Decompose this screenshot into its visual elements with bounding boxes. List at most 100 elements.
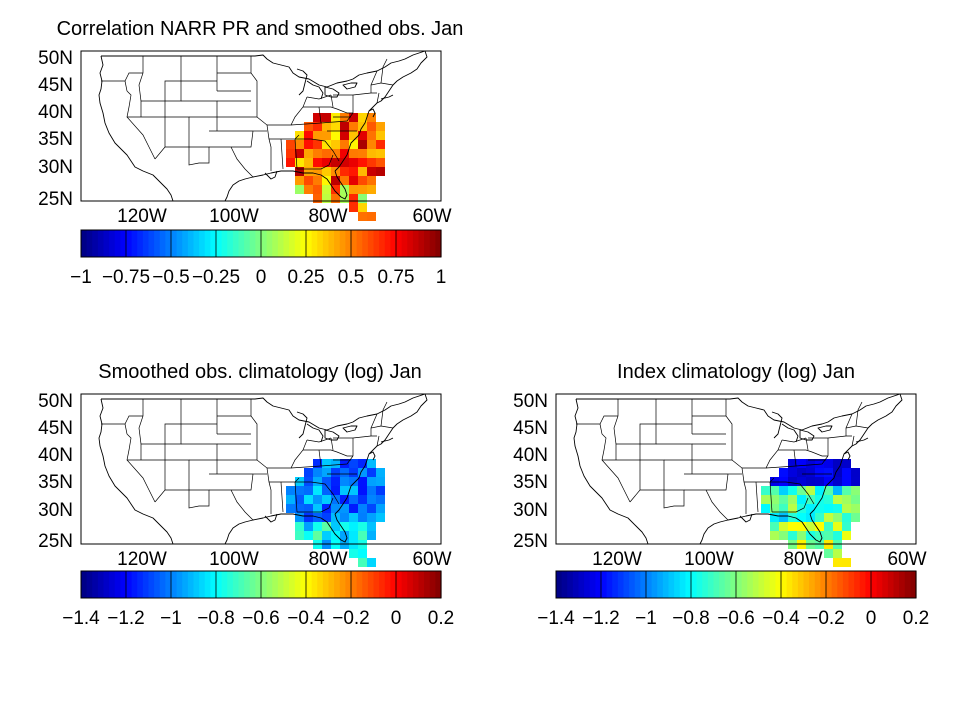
field-cell — [331, 459, 340, 468]
lon-label: 100W — [209, 206, 259, 227]
colorbar-segment — [899, 571, 906, 598]
map-plot-area — [80, 50, 442, 221]
field-cell — [331, 194, 340, 203]
colorbar-segment — [97, 571, 105, 598]
field-cell — [340, 459, 349, 468]
lon-label: 120W — [592, 549, 642, 570]
field-cell — [797, 504, 806, 513]
colorbar-segment — [412, 230, 420, 257]
colorbar-segment — [345, 230, 352, 257]
colorbar-segment — [384, 571, 391, 598]
lat-label: 30N — [513, 500, 548, 521]
field-cell — [313, 194, 322, 203]
colorbar-segment — [572, 571, 580, 598]
colorbar-segment — [283, 230, 290, 257]
field-cell — [358, 522, 367, 531]
colorbar-segment — [120, 230, 127, 257]
field-cell — [295, 486, 304, 495]
colorbar-segment — [719, 571, 726, 598]
colorbar-segment — [893, 571, 900, 598]
colorbar-segment — [255, 571, 262, 598]
field-cell — [815, 477, 824, 486]
colorbar-tick-label: 1 — [436, 267, 447, 288]
colorbar-tick-label: 0.5 — [338, 267, 364, 288]
colorbar-tick-label: −0.6 — [242, 608, 280, 629]
field-cell — [313, 486, 322, 495]
field-cell — [824, 513, 833, 522]
field-cell — [851, 513, 860, 522]
field-cell — [322, 158, 331, 167]
colorbar-segment — [561, 571, 568, 598]
colorbar-segment — [311, 230, 318, 257]
map-frame — [80, 50, 442, 202]
colorbar-segment — [109, 571, 116, 598]
field-cell — [761, 504, 770, 513]
colorbar-segment — [764, 571, 771, 598]
field-cell — [349, 113, 358, 122]
field-cell — [842, 558, 851, 567]
field-cell — [286, 149, 295, 158]
colorbar-segment — [238, 230, 245, 257]
field-cell — [304, 495, 313, 504]
field-cell — [833, 486, 842, 495]
colorbar-segment — [289, 571, 296, 598]
colorbar-segment — [842, 571, 850, 598]
field-cell — [842, 486, 851, 495]
field-cell — [349, 477, 358, 486]
field-cell — [313, 140, 322, 149]
field-cell — [367, 477, 376, 486]
field-cell — [331, 531, 340, 540]
field-cell — [331, 149, 340, 158]
map-frame — [80, 393, 442, 545]
colorbar-segment — [249, 571, 256, 598]
colorbar-segment — [696, 571, 703, 598]
field-cell — [806, 522, 815, 531]
field-cell — [842, 531, 851, 540]
field-cell — [788, 495, 797, 504]
field-cell — [376, 513, 385, 522]
field-cell — [806, 531, 815, 540]
field-cell — [295, 531, 304, 540]
colorbar-segment — [193, 230, 200, 257]
field-cell — [367, 140, 376, 149]
field-cell — [358, 203, 367, 212]
field-cell — [313, 149, 322, 158]
lon-label: 80W — [308, 206, 347, 227]
field-cell — [358, 549, 367, 558]
colorbar-segment — [204, 571, 211, 598]
field-cell — [367, 513, 376, 522]
colorbar-segment — [401, 230, 408, 257]
field-cell — [358, 495, 367, 504]
colorbar-segment — [390, 230, 397, 257]
colorbar — [80, 570, 442, 599]
colorbar-segment — [634, 571, 641, 598]
colorbar-segment — [848, 571, 855, 598]
colorbar-segment — [322, 230, 330, 257]
field-cell — [806, 486, 815, 495]
field-cell — [358, 140, 367, 149]
colorbar-segment — [367, 230, 375, 257]
field-cell — [367, 504, 376, 513]
lat-label: 45N — [38, 75, 73, 96]
colorbar-segment — [617, 571, 625, 598]
field-cell — [340, 522, 349, 531]
field-cell — [349, 140, 358, 149]
field-cell — [322, 131, 331, 140]
colorbar-segment — [362, 230, 369, 257]
latitude-labels: 50N 45N 40N 35N 30N 25N — [38, 48, 73, 210]
field-cell — [286, 140, 295, 149]
panel-index-climatology: Index climatology (log) Jan 50N 45N 40N … — [513, 361, 929, 629]
colorbar — [555, 570, 917, 599]
colorbar-segment — [103, 571, 110, 598]
field-cell — [358, 176, 367, 185]
lon-label: 80W — [783, 549, 822, 570]
lat-label: 35N — [38, 472, 73, 493]
colorbar-segment — [429, 571, 436, 598]
field-cell — [842, 459, 851, 468]
field-cell — [304, 131, 313, 140]
lon-label: 100W — [684, 549, 734, 570]
field-cell — [358, 194, 367, 203]
field-cell — [779, 495, 788, 504]
field-cell — [286, 158, 295, 167]
field-cell — [833, 558, 842, 567]
